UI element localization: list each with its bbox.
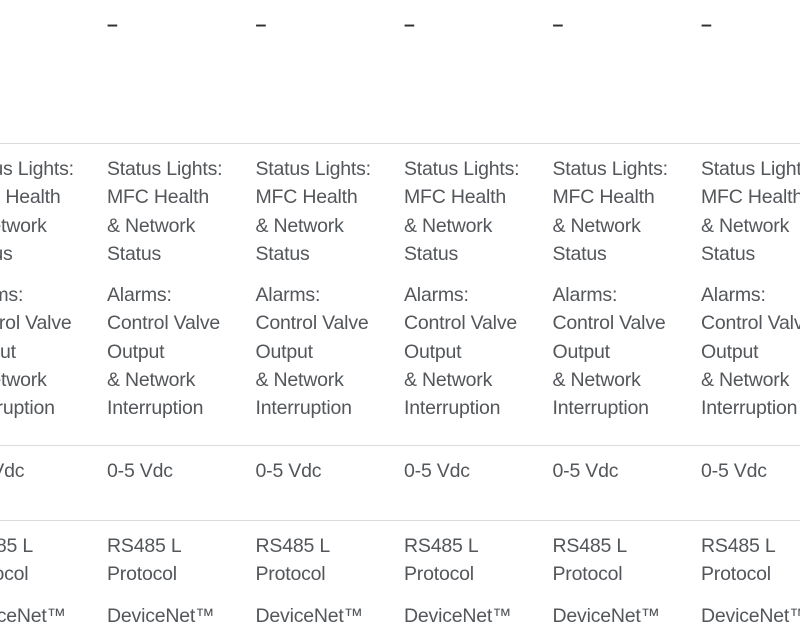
table-row-features: Status Lights: MFC Health & Network Stat… (0, 143, 800, 445)
dash-placeholder: – (404, 14, 415, 36)
cell-features-col5: Status Lights: MFC Health & Network Stat… (553, 144, 702, 445)
cell-text: DeviceNet™ (255, 604, 364, 627)
cell-text: RS485 L Protocol (0, 535, 33, 586)
cell-text: RS485 L Protocol (552, 535, 628, 586)
cell-text: Alarms: Control Valve Output & Network I… (404, 284, 518, 420)
cell-digital-protocols-col2: RS485 L Protocol DeviceNet™ (107, 521, 256, 642)
dash-placeholder: – (701, 14, 712, 36)
cell-text: Status Lights: MFC Health & Network Stat… (404, 158, 520, 265)
cell-text: Alarms: Control Valve Output & Network I… (0, 284, 72, 420)
cell-text: DeviceNet™ (107, 604, 215, 627)
dash-placeholder: – (0, 11, 81, 39)
cell-analog-output-col4: 0-5 Vdc (404, 446, 553, 521)
table-row-analog-output: 0-5 Vdc 0-5 Vdc 0-5 Vdc 0-5 Vdc 0-5 Vdc 0-5 V… (0, 444, 800, 521)
cell-text: Status Lights: MFC Health & Network Stat… (0, 158, 74, 265)
cell-text: RS485 L Protocol (107, 535, 182, 586)
cell-features-col3: Status Lights: MFC Health & Network Stat… (256, 144, 405, 445)
dash-placeholder: – (552, 14, 564, 36)
cell-empty-value-col1: – (0, 0, 107, 143)
cell-text: DeviceNet™ (701, 604, 800, 627)
cell-text: Alarms: Control Valve Output & Network I… (701, 284, 800, 420)
table-row-empty-value: –––––– (0, 0, 800, 143)
cell-digital-protocols-col4: RS485 L Protocol DeviceNet™ (404, 521, 553, 642)
cell-features-col1: Status Lights: MFC Health & Network Stat… (0, 144, 107, 445)
cell-features-col2: Status Lights: MFC Health & Network Stat… (107, 144, 256, 445)
cell-text: Status Lights: MFC Health & Network Stat… (701, 158, 800, 265)
cell-text: RS485 L Protocol (255, 535, 331, 586)
cell-text: RS485 L Protocol (404, 535, 479, 586)
cell-text: DeviceNet™ (552, 604, 661, 627)
cell-digital-protocols-col3: RS485 L Protocol DeviceNet™ (256, 521, 405, 642)
cell-features-col6: Status Lights: MFC Health & Network Stat… (701, 144, 800, 445)
cell-analog-output-col6: 0-5 Vdc (701, 446, 800, 521)
cell-digital-protocols-col5: RS485 L Protocol DeviceNet™ (553, 521, 702, 642)
cell-text: DeviceNet™ (404, 604, 512, 627)
cell-text: Alarms: Control Valve Output & Network I… (552, 284, 666, 420)
cell-features-col4: Status Lights: MFC Health & Network Stat… (404, 144, 553, 445)
cell-empty-value-col5: – (553, 0, 702, 143)
cell-empty-value-col6: – (701, 0, 800, 143)
cell-digital-protocols-col6: RS485 L Protocol DeviceNet™ (701, 521, 800, 642)
cell-digital-protocols-col1: RS485 L Protocol DeviceNet™ (0, 521, 107, 642)
cell-empty-value-col3: – (256, 0, 405, 143)
cell-text: 0-5 Vdc (701, 459, 767, 482)
cell-text: Alarms: Control Valve Output & Network I… (107, 284, 221, 420)
dash-placeholder: – (255, 14, 267, 36)
cell-text: 0-5 Vdc (404, 459, 470, 482)
cell-text: 0-5 Vdc (552, 459, 619, 482)
cell-analog-output-col5: 0-5 Vdc (553, 446, 702, 521)
cell-text: Alarms: Control Valve Output & Network I… (255, 284, 369, 420)
cell-text: Status Lights: MFC Health & Network Stat… (255, 158, 372, 265)
cell-text: RS485 L Protocol (701, 535, 776, 586)
cell-analog-output-col2: 0-5 Vdc (107, 446, 256, 521)
cell-text: Status Lights: MFC Health & Network Stat… (107, 158, 223, 265)
cell-text: 0-5 Vdc (0, 459, 25, 482)
cell-text: 0-5 Vdc (255, 459, 322, 482)
cell-analog-output-col1: 0-5 Vdc (0, 446, 107, 521)
cell-text: 0-5 Vdc (107, 459, 173, 482)
cell-analog-output-col3: 0-5 Vdc (256, 446, 405, 521)
dash-placeholder: – (107, 14, 118, 36)
cell-empty-value-col2: – (107, 0, 256, 143)
cell-text: DeviceNet™ (0, 604, 66, 627)
cell-text: Status Lights: MFC Health & Network Stat… (552, 158, 669, 265)
cell-empty-value-col4: – (404, 0, 553, 143)
